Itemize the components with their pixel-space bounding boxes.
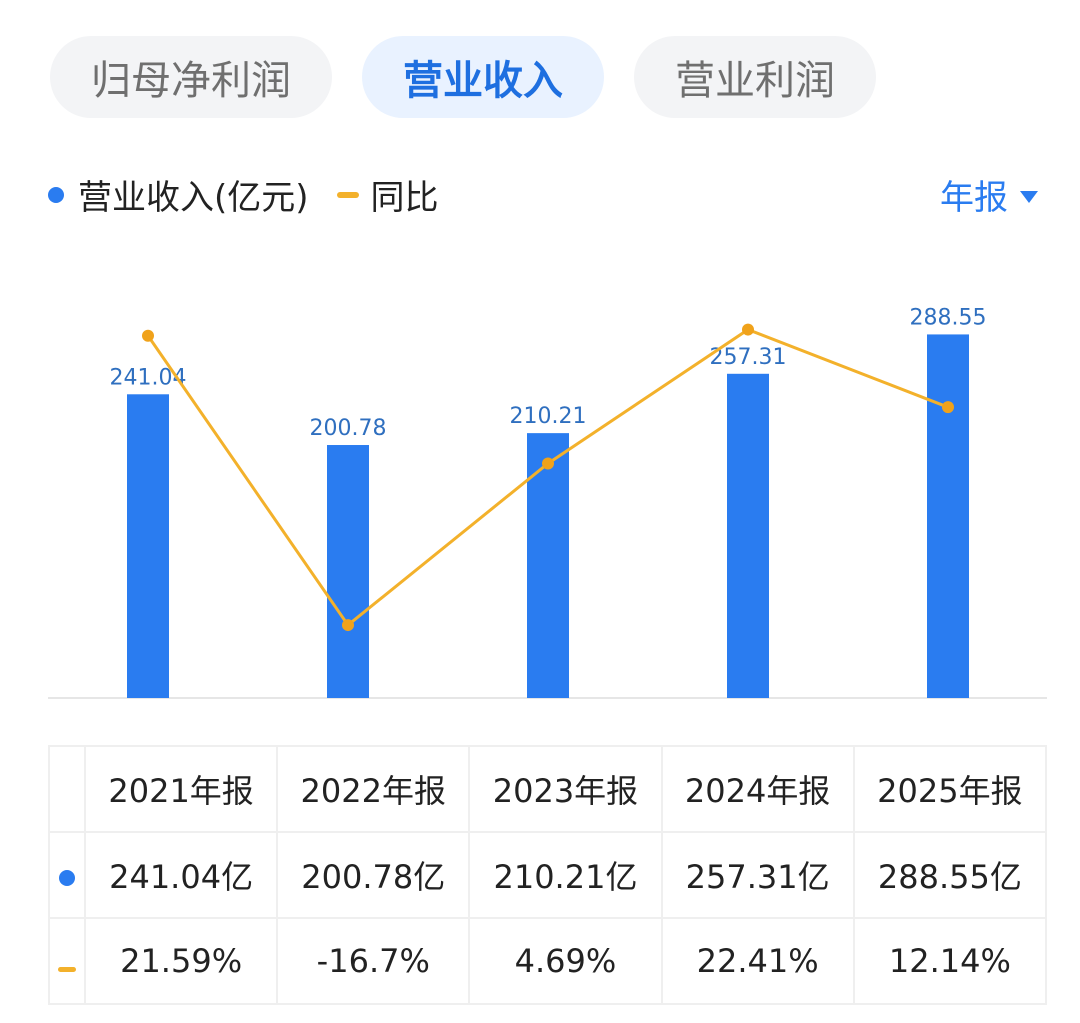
revenue-cell: 288.55亿: [852, 831, 1048, 919]
revenue-cell: 257.31亿: [660, 831, 855, 919]
tab-revenue[interactable]: 营业收入: [362, 36, 604, 118]
yoy-cell: -16.7%: [276, 917, 471, 1005]
chart-legend: 营业收入(亿元) 同比: [48, 170, 439, 219]
yoy-point[interactable]: [142, 329, 154, 342]
yoy-point[interactable]: [542, 457, 554, 470]
yoy-cell: 21.59%: [83, 917, 279, 1005]
revenue-bar[interactable]: [727, 373, 769, 698]
yoy-row-dash-icon: [48, 917, 86, 1005]
legend-revenue-label: 营业收入(亿元): [78, 178, 309, 218]
revenue-bar[interactable]: [127, 394, 169, 698]
bar-value-label: 257.31: [710, 345, 787, 370]
yoy-point[interactable]: [742, 323, 754, 336]
revenue-cell: 210.21亿: [468, 831, 663, 919]
table-row-yoy: 21.59% -16.7% 4.69% 22.41% 12.14%: [48, 917, 1048, 1005]
revenue-bar[interactable]: [327, 445, 369, 698]
table-header-cell: 2022年报: [276, 745, 471, 833]
table-header-cell: 2025年报: [852, 745, 1048, 833]
table-header-cell: 2021年报: [83, 745, 279, 833]
metric-tabs: 归母净利润 营业收入 营业利润: [50, 36, 876, 118]
revenue-cell: 241.04亿: [83, 831, 279, 919]
bar-value-label: 200.78: [310, 416, 387, 441]
chevron-down-icon: [1020, 190, 1038, 203]
table-header-row: 2021年报 2022年报 2023年报 2024年报 2025年报: [48, 745, 1048, 833]
period-dropdown-label: 年报: [940, 178, 1008, 218]
tab-net-profit[interactable]: 归母净利润: [50, 36, 332, 118]
yoy-point[interactable]: [342, 619, 354, 632]
revenue-chart: 241.04 200.78 210.21 257.31 288.55: [48, 305, 1047, 699]
legend-yoy-label: 同比: [370, 178, 439, 218]
tab-operating-profit[interactable]: 营业利润: [634, 36, 876, 118]
yoy-cell: 4.69%: [468, 917, 663, 1005]
bar-value-label: 288.55: [910, 305, 987, 330]
bar-value-label: 210.21: [510, 404, 587, 429]
table-header-cell: 2024年报: [660, 745, 855, 833]
revenue-legend-dot-icon: [48, 186, 64, 203]
yoy-cell: 22.41%: [660, 917, 855, 1005]
revenue-row-dot-icon: [48, 831, 86, 919]
revenue-cell: 200.78亿: [276, 831, 471, 919]
table-header-cell: 2023年报: [468, 745, 663, 833]
period-dropdown[interactable]: 年报: [940, 170, 1038, 219]
table-corner-cell: [48, 745, 86, 833]
yoy-point[interactable]: [942, 401, 954, 414]
revenue-bar[interactable]: [927, 334, 969, 698]
yoy-legend-dash-icon: [336, 191, 359, 198]
table-row-revenue: 241.04亿 200.78亿 210.21亿 257.31亿 288.55亿: [48, 831, 1048, 919]
revenue-bar[interactable]: [527, 433, 569, 698]
data-table: 2021年报 2022年报 2023年报 2024年报 2025年报 241.0…: [48, 745, 1048, 1005]
yoy-cell: 12.14%: [852, 917, 1048, 1005]
bar-value-label: 241.04: [110, 365, 187, 390]
